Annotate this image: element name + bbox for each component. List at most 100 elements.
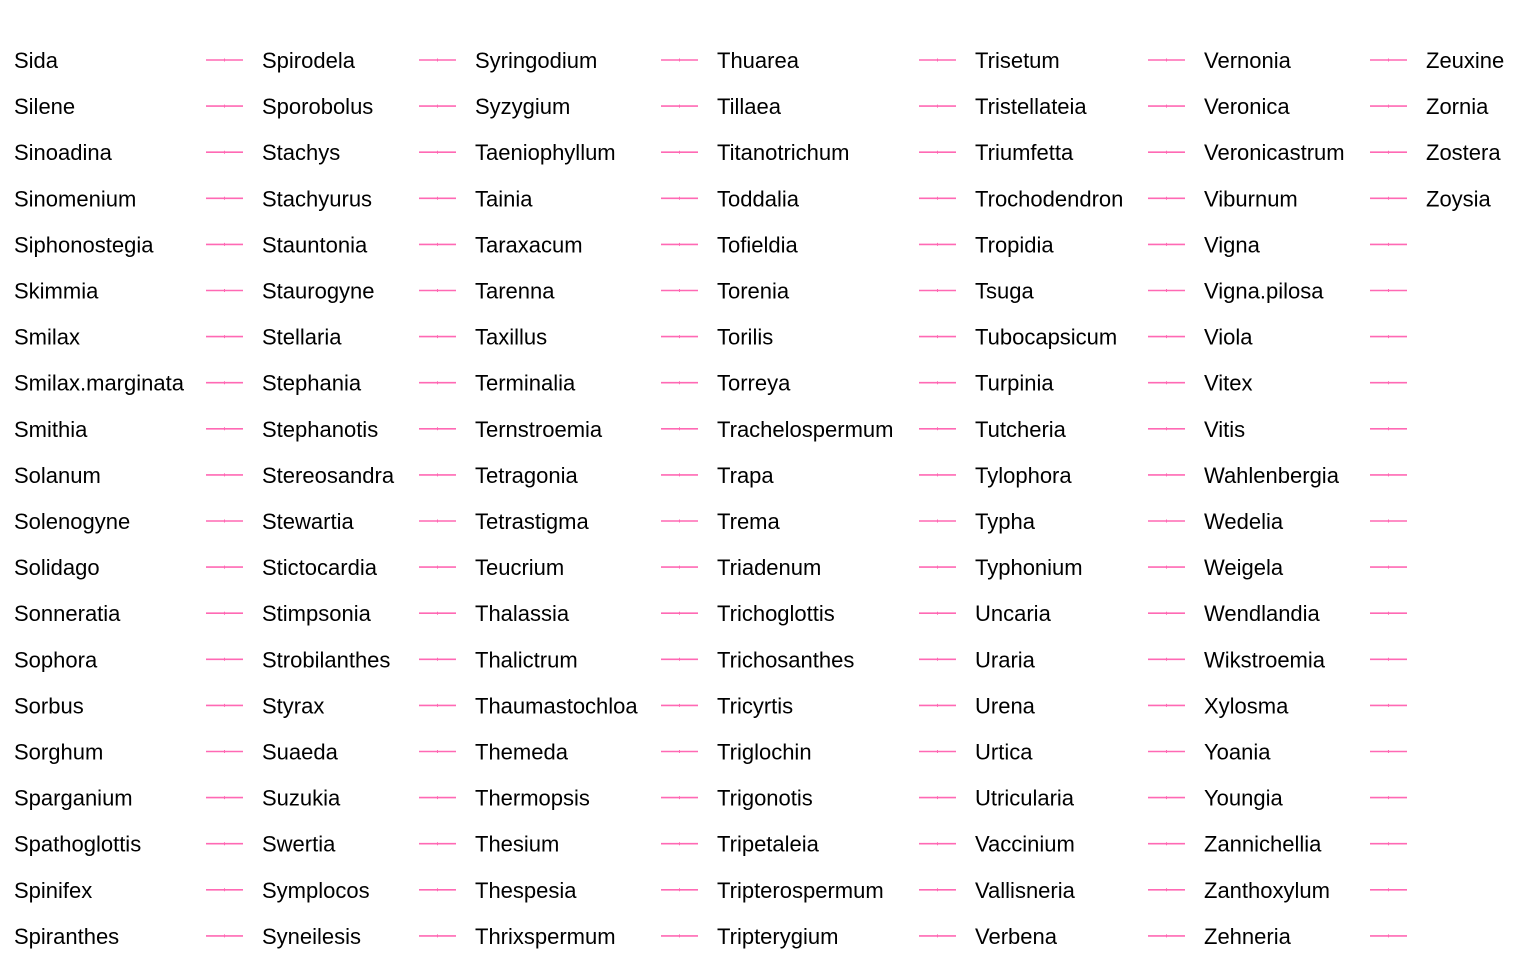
legend-label: Syneilesis — [262, 924, 361, 949]
legend-key-line — [661, 934, 698, 938]
legend-key-line — [1370, 150, 1407, 154]
legend-label: Torenia — [717, 279, 790, 304]
legend-label: Solenogyne — [14, 509, 130, 534]
legend-label: Tripterygium — [717, 924, 838, 949]
legend-key-line — [919, 104, 956, 108]
legend-key-line — [419, 289, 456, 292]
legend-key-line — [1148, 473, 1185, 477]
legend-key-line — [661, 519, 698, 523]
legend-label: Viburnum — [1204, 186, 1298, 211]
legend-key-line — [1148, 657, 1185, 661]
legend-label: Taraxacum — [475, 232, 583, 257]
legend-label: Vallisneria — [975, 878, 1076, 903]
legend-label: Wahlenbergia — [1204, 463, 1340, 488]
legend-label: Zoysia — [1426, 186, 1492, 211]
legend-key-line — [919, 150, 956, 154]
legend-key-line — [661, 750, 698, 753]
legend-label: Tylophora — [975, 463, 1072, 488]
legend-label: Veronicastrum — [1204, 140, 1345, 165]
legend-key-line — [919, 888, 956, 892]
legend-key-line — [1370, 703, 1407, 707]
legend-key-line — [661, 58, 698, 62]
legend-label: Tubocapsicum — [975, 325, 1117, 350]
legend-key-line — [206, 565, 243, 569]
legend-label: Zornia — [1426, 94, 1489, 119]
legend-label: Stephanotis — [262, 417, 378, 442]
legend-key-line — [1148, 58, 1185, 62]
legend-label: Triumfetta — [975, 140, 1074, 165]
legend-label: Skimmia — [14, 279, 99, 304]
legend-label: Veronica — [1204, 94, 1290, 119]
legend-key-line — [206, 58, 243, 62]
legend-label: Tripetaleia — [717, 832, 820, 857]
legend-key-line — [1370, 58, 1407, 62]
legend-label: Wendlandia — [1204, 601, 1321, 626]
legend-label: Sonneratia — [14, 601, 121, 626]
legend-label: Tripterospermum — [717, 878, 884, 903]
legend-key-line — [1148, 888, 1185, 892]
legend-key-line — [419, 242, 456, 246]
legend-key-line — [1370, 750, 1407, 753]
legend-label: Vitis — [1204, 417, 1245, 442]
legend-label: Titanotrichum — [717, 140, 849, 165]
legend-label: Tillaea — [717, 94, 782, 119]
legend-key-line — [1370, 427, 1407, 431]
legend-key-line — [206, 473, 243, 477]
legend-label: Thuarea — [717, 48, 800, 73]
legend-label: Tetragonia — [475, 463, 579, 488]
legend-label: Weigela — [1204, 555, 1284, 580]
legend-key-line — [206, 888, 243, 892]
legend-label: Thaumastochloa — [475, 693, 638, 718]
legend-label: Terminalia — [475, 371, 576, 396]
legend-key-line — [1148, 703, 1185, 707]
legend-label: Vitex — [1204, 371, 1253, 396]
legend-label: Strobilanthes — [262, 647, 390, 672]
legend-key-line — [661, 196, 698, 200]
legend-label: Vigna — [1204, 232, 1261, 257]
legend-key-line — [206, 703, 243, 707]
legend-key-line — [206, 934, 243, 938]
legend-key-line — [661, 104, 698, 108]
legend-key-line — [919, 796, 956, 800]
legend-key-line — [661, 427, 698, 431]
legend-key-line — [1148, 611, 1185, 615]
legend-key-line — [919, 657, 956, 661]
legend-key-line — [419, 335, 456, 339]
legend-key-line — [919, 703, 956, 707]
legend-label: Sporobolus — [262, 94, 373, 119]
legend-key-line — [206, 842, 243, 846]
legend-label: Triglochin — [717, 740, 812, 765]
legend-key-line — [919, 289, 956, 292]
legend-label: Tropidia — [975, 232, 1054, 257]
legend-label: Trapa — [717, 463, 774, 488]
legend-label: Triadenum — [717, 555, 821, 580]
legend-key-line — [1370, 657, 1407, 661]
legend-label: Stereosandra — [262, 463, 395, 488]
legend-label: Typha — [975, 509, 1036, 534]
legend-key-line — [661, 796, 698, 800]
legend-key-line — [661, 242, 698, 246]
legend-label: Trichoglottis — [717, 601, 835, 626]
legend-label: Uraria — [975, 647, 1036, 672]
legend-key-line — [1148, 381, 1185, 385]
legend-key-line — [661, 611, 698, 615]
legend-key-line — [1370, 335, 1407, 339]
legend-label: Vaccinium — [975, 832, 1075, 857]
legend-label: Smilax.marginata — [14, 371, 185, 396]
legend-label: Torilis — [717, 325, 773, 350]
legend-label: Sorghum — [14, 740, 103, 765]
legend-label: Styrax — [262, 693, 324, 718]
legend-key-line — [1148, 104, 1185, 108]
legend-label: Stauntonia — [262, 232, 368, 257]
legend-label: Tainia — [475, 186, 533, 211]
legend-key-line — [661, 289, 698, 292]
legend-key-line — [919, 611, 956, 615]
legend-label: Zostera — [1426, 140, 1501, 165]
legend-key-line — [1148, 427, 1185, 431]
legend-label: Verbena — [975, 924, 1058, 949]
legend-key-line — [419, 104, 456, 108]
legend-key-line — [661, 657, 698, 661]
legend-key-line — [206, 796, 243, 800]
legend-label: Tsuga — [975, 279, 1034, 304]
legend-key-line — [661, 888, 698, 892]
